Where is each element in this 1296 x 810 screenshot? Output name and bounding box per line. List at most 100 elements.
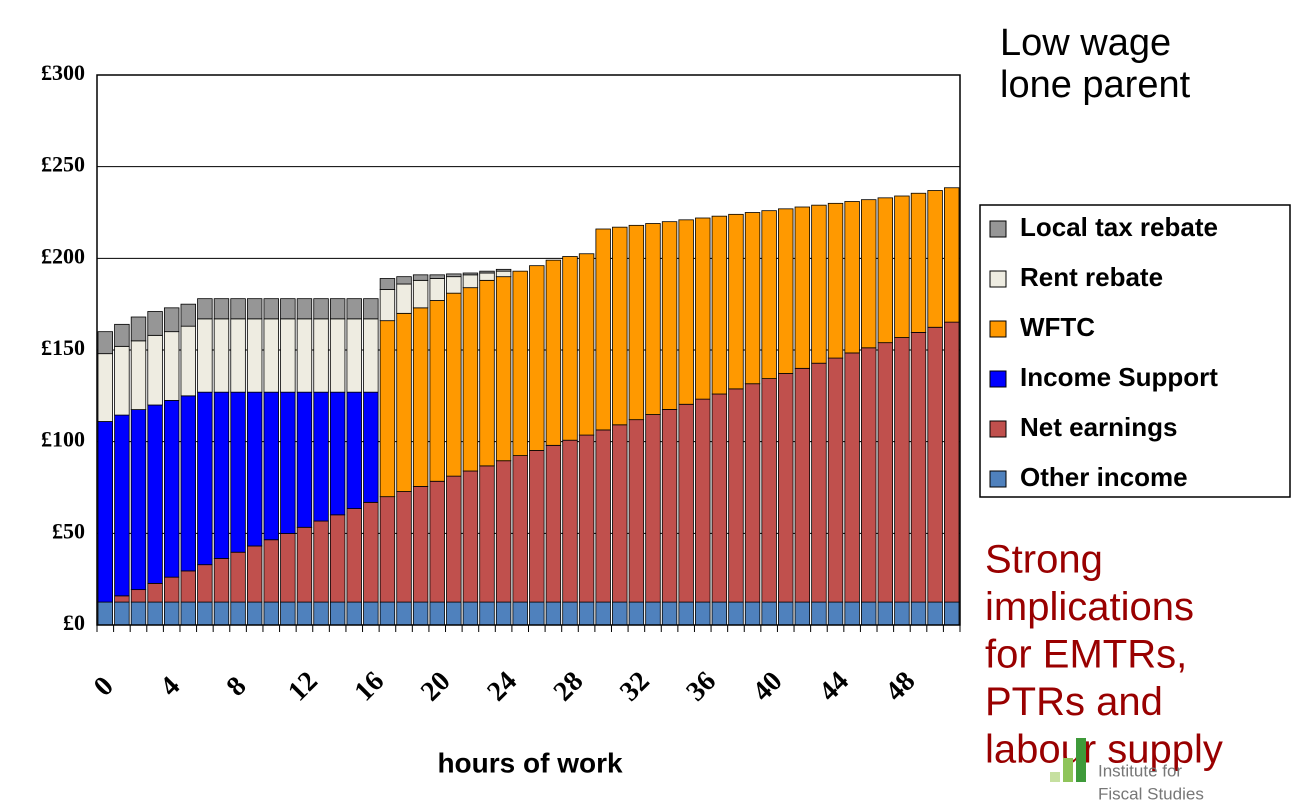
bar-segment [628, 224, 645, 421]
bar-segment [495, 276, 512, 462]
bar-segment [479, 601, 495, 626]
bar-segment [213, 558, 230, 603]
bar-segment [114, 323, 130, 347]
bar-segment [280, 533, 296, 603]
bar-segment [728, 213, 744, 390]
bar-segment [246, 601, 263, 626]
bar-segment [379, 601, 396, 626]
bar-segment [313, 520, 329, 603]
bar-segment [412, 307, 429, 487]
bar-segment [612, 226, 628, 426]
bar-segment [263, 601, 279, 626]
bar-segment [695, 601, 711, 626]
y-tick-label: £250 [41, 152, 85, 177]
bar-segment [363, 501, 379, 603]
bar-segment [562, 256, 578, 441]
bar-segment [943, 601, 960, 626]
bar-segment [695, 398, 711, 603]
bar-segment [811, 362, 827, 603]
bar-segment [595, 228, 611, 431]
bar-segment [711, 215, 728, 395]
bar-segment [711, 393, 728, 603]
bar-segment [280, 298, 296, 320]
bar-segment [130, 589, 147, 603]
y-tick-label: £300 [41, 60, 85, 85]
bar-segment [778, 208, 794, 374]
bar-segment [711, 601, 728, 626]
bar-segment [197, 391, 213, 566]
bar-segment [180, 570, 196, 603]
bar-segment [97, 331, 114, 355]
legend-swatch [989, 420, 1007, 438]
bar-segment [230, 298, 246, 320]
bar-segment [861, 347, 877, 603]
legend-label: Net earnings [1020, 412, 1178, 442]
bar-segment [363, 391, 379, 503]
bar-segment [180, 303, 196, 327]
bar-segment [794, 367, 811, 603]
bar-segment [645, 414, 661, 603]
logo-text: Fiscal Studies [1098, 784, 1204, 803]
legend-swatch [989, 470, 1007, 488]
bar-segment [313, 601, 329, 626]
bar-segment [230, 391, 246, 553]
bar-segment [197, 564, 213, 603]
bar-segment [396, 601, 412, 626]
bar-segment [97, 353, 114, 422]
bar-segment [512, 270, 528, 456]
bar-segment [346, 601, 362, 626]
bar-segment [628, 419, 645, 603]
bar-segment [329, 391, 346, 516]
bar-segment [313, 391, 329, 522]
bar-segment [910, 331, 927, 603]
bar-segment [927, 601, 943, 626]
bar-segment [230, 551, 246, 603]
bar-segment [943, 321, 960, 603]
bar-segment [778, 601, 794, 626]
bar-segment [163, 331, 180, 401]
bar-segment [296, 318, 313, 393]
bar-segment [246, 545, 263, 603]
bar-segment [678, 601, 694, 626]
bar-segment [661, 408, 678, 603]
bar-segment [562, 601, 578, 626]
chart-title: lone parent [1000, 64, 1191, 106]
bar-segment [479, 465, 495, 603]
annotation: implications [985, 585, 1194, 629]
bar-segment [761, 601, 777, 626]
bar-segment [512, 601, 528, 626]
bar-segment [197, 298, 213, 320]
bar-segment [894, 601, 910, 626]
bar-segment [280, 391, 296, 534]
bar-segment [462, 272, 479, 276]
y-tick-label: £150 [41, 335, 85, 360]
bar-segment [114, 345, 130, 416]
bar-segment [296, 526, 313, 603]
bar-segment [163, 601, 180, 626]
bar-segment [213, 391, 230, 559]
bar-segment [910, 601, 927, 626]
bar-segment [612, 601, 628, 626]
bar-segment [329, 318, 346, 393]
logo-bar [1076, 738, 1086, 782]
bar-segment [296, 601, 313, 626]
bar-segment [197, 318, 213, 393]
bar-segment [877, 342, 894, 603]
bar-segment [861, 199, 877, 349]
bar-segment [462, 287, 479, 472]
bar-segment [147, 311, 163, 336]
bar-segment [595, 601, 611, 626]
bar-segment [761, 210, 777, 380]
bar-segment [545, 444, 562, 603]
bar-segment [545, 601, 562, 626]
bar-segment [263, 539, 279, 603]
annotation: PTRs and [985, 680, 1163, 724]
bar-segment [512, 455, 528, 603]
bar-segment [877, 197, 894, 344]
legend-swatch [989, 270, 1007, 288]
bar-segment [678, 403, 694, 603]
bar-segment [811, 204, 827, 364]
bar-segment [479, 272, 495, 281]
logo-bar [1050, 772, 1060, 782]
